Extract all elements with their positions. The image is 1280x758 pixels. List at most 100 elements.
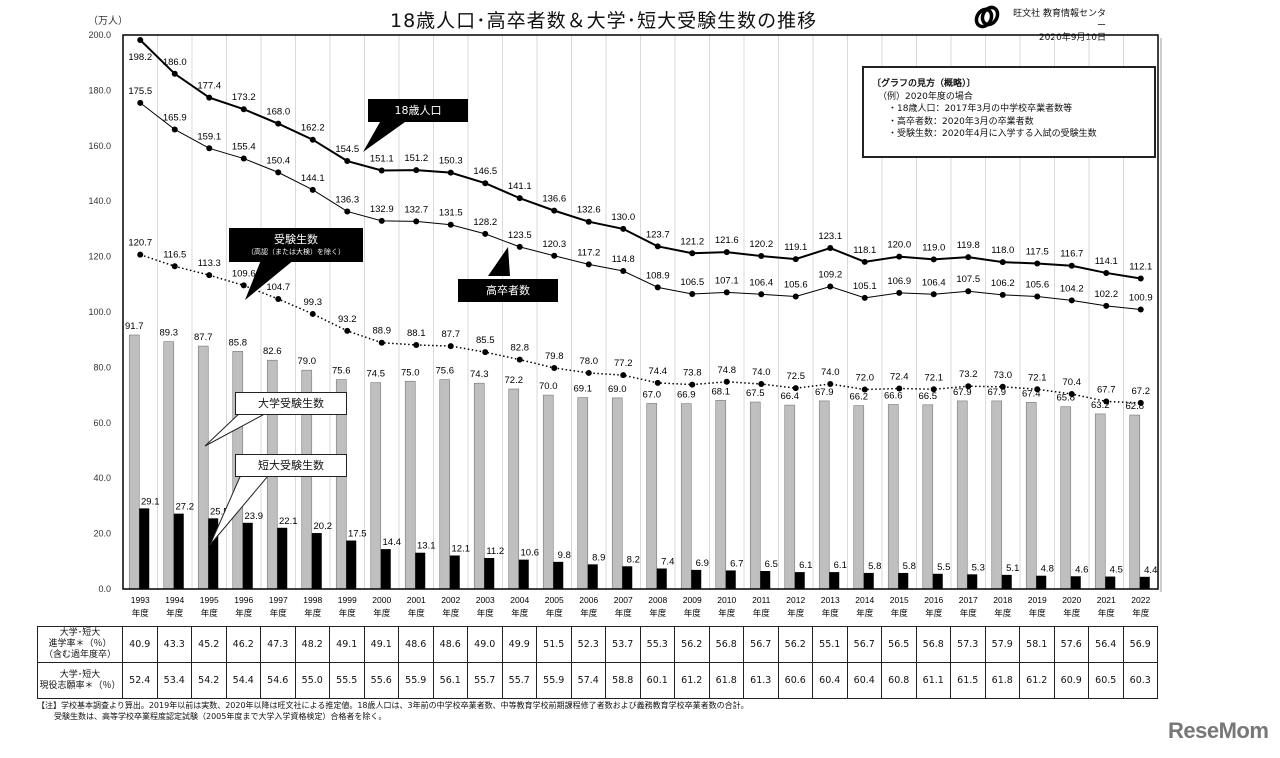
svg-text:1993: 1993: [131, 595, 150, 605]
svg-text:74.3: 74.3: [470, 369, 489, 380]
svg-text:67.5: 67.5: [746, 388, 765, 399]
svg-text:136.6: 136.6: [542, 194, 566, 205]
table-cell: 52.4: [122, 662, 158, 699]
svg-text:75.0: 75.0: [401, 367, 420, 378]
svg-text:66.2: 66.2: [850, 392, 869, 403]
svg-text:4.5: 4.5: [1110, 565, 1123, 576]
table-cell: 55.7: [467, 662, 503, 699]
bars: [128, 334, 1150, 590]
svg-text:180.0: 180.0: [88, 85, 111, 95]
svg-text:175.5: 175.5: [128, 86, 152, 97]
guide-example: （例）2020年度の場合: [878, 91, 973, 102]
obunsha-logo-icon: [974, 5, 1000, 29]
svg-text:2014: 2014: [855, 595, 874, 605]
svg-text:106.2: 106.2: [991, 278, 1015, 289]
svg-text:1995: 1995: [200, 595, 219, 605]
svg-text:2011: 2011: [752, 595, 771, 605]
callout-graduates: 高卒者数: [458, 279, 558, 302]
table-cell: 56.1: [432, 662, 468, 699]
svg-text:67.4: 67.4: [1022, 388, 1041, 399]
svg-text:72.4: 72.4: [890, 371, 909, 382]
application-rate-row: 大学･短大 現役志願率＊（％） 52.4 53.4 54.2 54.4 54.6 55.0…: [37, 662, 1158, 699]
svg-text:年度: 年度: [925, 608, 943, 619]
svg-text:150.3: 150.3: [439, 156, 463, 167]
axes: 0.0 20.0 40.0 60.0 80.0 100.0 120.0 140.0 160.0 1…: [88, 30, 1162, 619]
table-cell: 54.2: [191, 662, 227, 699]
graph-guide-box: 〔グラフの見方（概略）〕 （例）2020年度の場合 ・18歳人口：2017年3月…: [862, 66, 1156, 158]
svg-text:74.0: 74.0: [752, 367, 771, 378]
table-cell: 56.7: [846, 626, 882, 663]
svg-text:88.9: 88.9: [373, 326, 392, 337]
table-cell: 48.2: [294, 626, 330, 663]
svg-text:1997: 1997: [269, 595, 288, 605]
svg-text:200.0: 200.0: [88, 30, 111, 40]
footnote-line-2: 受験生数は、高等学校卒業程度認定試験（2005年度まで大学入学資格検定）合格者を…: [54, 712, 387, 721]
svg-text:85.8: 85.8: [229, 337, 248, 348]
svg-text:2006: 2006: [579, 595, 598, 605]
svg-text:121.6: 121.6: [715, 235, 739, 246]
table-cell: 46.2: [225, 626, 261, 663]
svg-text:8.2: 8.2: [627, 554, 640, 565]
callout-tails: [204, 122, 510, 546]
svg-text:119.1: 119.1: [784, 242, 807, 253]
svg-text:67.9: 67.9: [815, 387, 834, 398]
table-cell: 49.9: [501, 626, 537, 663]
svg-text:62.8: 62.8: [1126, 401, 1145, 412]
svg-text:140.0: 140.0: [88, 196, 111, 206]
table-cell: 60.6: [777, 662, 813, 699]
svg-text:72.1: 72.1: [925, 372, 944, 383]
footnote: 【注】学校基本調査より算出。2019年以前は実数、2020年以降は旺文社による推…: [37, 700, 749, 722]
svg-text:8.9: 8.9: [592, 552, 605, 563]
svg-text:121.2: 121.2: [680, 236, 704, 247]
table-cell: 51.5: [536, 626, 572, 663]
svg-text:118.1: 118.1: [853, 245, 876, 256]
table-cell: 60.4: [846, 662, 882, 699]
svg-text:113.3: 113.3: [198, 258, 221, 269]
svg-text:10.6: 10.6: [521, 548, 540, 559]
table-cell: 43.3: [156, 626, 192, 663]
svg-text:123.1: 123.1: [818, 231, 842, 242]
table-cell: 61.1: [915, 662, 951, 699]
svg-text:66.9: 66.9: [677, 390, 696, 401]
table-cell: 54.4: [225, 662, 261, 699]
svg-text:60.0: 60.0: [93, 418, 111, 428]
svg-text:74.4: 74.4: [649, 366, 668, 377]
svg-text:27.2: 27.2: [176, 502, 195, 513]
svg-text:107.5: 107.5: [956, 274, 980, 285]
table-cell: 56.2: [777, 626, 813, 663]
table-cell: 61.2: [674, 662, 710, 699]
callout-university-applicants: 大学受験生数: [235, 392, 347, 415]
table-cell: 53.4: [156, 662, 192, 699]
guide-item: ・高卒者数：2020年3月の卒業者数: [888, 116, 1034, 127]
svg-text:14.4: 14.4: [383, 537, 402, 548]
svg-text:2001: 2001: [407, 595, 426, 605]
svg-text:150.4: 150.4: [266, 155, 290, 166]
table-cell: 55.3: [639, 626, 675, 663]
svg-text:2010: 2010: [717, 595, 736, 605]
table-cell: 58.8: [605, 662, 641, 699]
svg-text:年度: 年度: [408, 608, 426, 619]
table-cell: 57.6: [1053, 626, 1089, 663]
svg-text:4.4: 4.4: [1144, 565, 1157, 576]
svg-text:2009: 2009: [683, 595, 702, 605]
svg-text:144.1: 144.1: [301, 173, 325, 184]
svg-text:2008: 2008: [648, 595, 667, 605]
table-cell: 60.3: [1122, 662, 1158, 699]
svg-text:123.5: 123.5: [508, 230, 532, 241]
svg-text:66.4: 66.4: [781, 391, 800, 402]
svg-text:82.6: 82.6: [263, 346, 282, 357]
svg-text:109.6: 109.6: [232, 268, 256, 279]
svg-text:67.9: 67.9: [953, 387, 972, 398]
svg-text:20.0: 20.0: [93, 529, 111, 539]
svg-text:2016: 2016: [924, 595, 943, 605]
table-cell: 48.6: [432, 626, 468, 663]
publish-date: 2020年9月10日: [1038, 33, 1106, 43]
svg-text:2012: 2012: [786, 595, 805, 605]
svg-text:年度: 年度: [235, 608, 253, 619]
table-cell: 56.5: [881, 626, 917, 663]
svg-text:160.0: 160.0: [88, 141, 111, 151]
svg-text:117.5: 117.5: [1026, 247, 1049, 258]
y-axis-unit: （万人）: [88, 16, 128, 27]
svg-text:75.6: 75.6: [332, 366, 351, 377]
table-cell: 52.3: [570, 626, 606, 663]
